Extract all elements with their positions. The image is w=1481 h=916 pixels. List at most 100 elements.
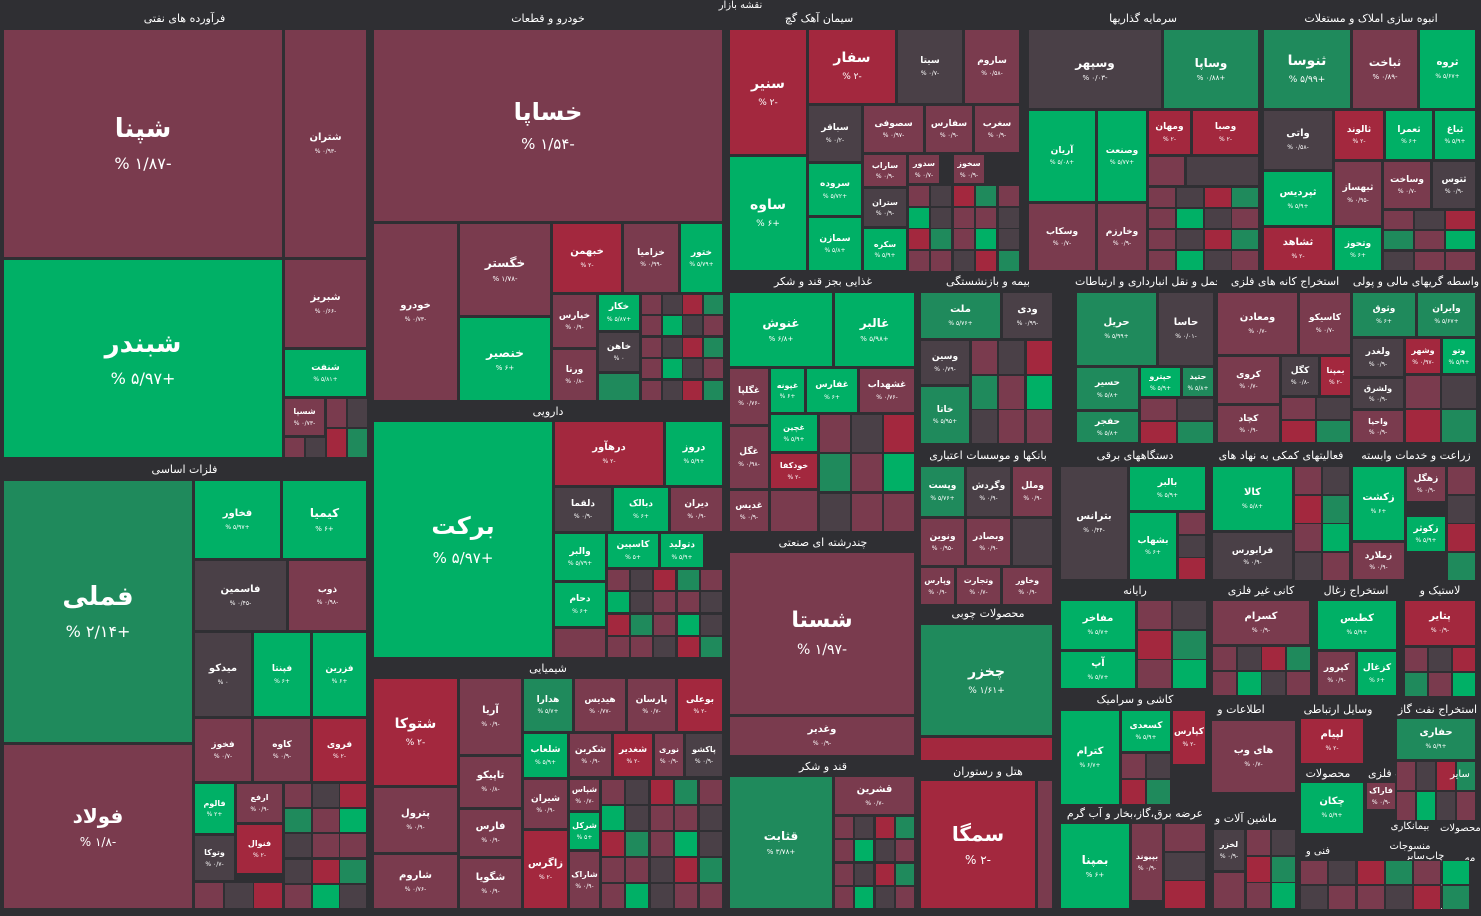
stock-tile[interactable]: وبصادر -۰/۹ %	[966, 518, 1011, 566]
stock-tile[interactable]: ثالوند -۲ %	[1334, 110, 1384, 160]
stock-tile[interactable]: شغدیر -۲ %	[613, 733, 653, 777]
stock-tile[interactable]	[682, 358, 703, 379]
stock-tile[interactable]	[284, 859, 312, 884]
stock-tile[interactable]	[1383, 230, 1414, 250]
stock-tile[interactable]	[834, 839, 854, 862]
stock-tile[interactable]: وشهر -۰/۹۷ %	[1405, 338, 1441, 374]
stock-tile[interactable]	[930, 228, 952, 250]
stock-tile[interactable]	[1148, 208, 1176, 229]
stock-tile[interactable]	[650, 857, 674, 883]
stock-tile[interactable]	[677, 614, 700, 636]
stock-tile[interactable]	[908, 207, 930, 229]
stock-tile[interactable]	[1261, 671, 1286, 696]
stock-tile[interactable]	[1396, 761, 1416, 791]
stock-tile[interactable]	[1137, 600, 1172, 630]
stock-tile[interactable]	[312, 783, 340, 808]
stock-tile[interactable]	[700, 569, 723, 591]
stock-tile[interactable]: بالبر +۵/۹ %	[1129, 466, 1206, 511]
stock-tile[interactable]: سنیر -۲ %	[729, 29, 807, 155]
stock-tile[interactable]	[1148, 187, 1176, 208]
stock-tile[interactable]: فرابورس -۰/۹ %	[1212, 532, 1293, 580]
stock-tile[interactable]	[601, 831, 625, 857]
stock-tile[interactable]	[1294, 523, 1322, 552]
stock-tile[interactable]	[699, 805, 723, 831]
stock-tile[interactable]: سمگا -۲ %	[920, 780, 1036, 909]
stock-tile[interactable]: فنوال -۲ %	[236, 824, 283, 874]
stock-tile[interactable]	[653, 636, 676, 658]
stock-tile[interactable]: بمپنا +۶ %	[1060, 823, 1130, 909]
stock-tile[interactable]: وپست +۵/۷۶ %	[920, 466, 965, 517]
stock-tile[interactable]	[875, 863, 895, 886]
stock-tile[interactable]	[703, 315, 724, 336]
stock-tile[interactable]	[854, 886, 874, 909]
stock-tile[interactable]	[1447, 523, 1476, 552]
stock-tile[interactable]: ومعادن -۰/۷ %	[1217, 292, 1298, 355]
stock-tile[interactable]: سفارس -۰/۹ %	[925, 105, 973, 153]
stock-tile[interactable]: زکوثر +۵/۹ %	[1406, 516, 1446, 552]
stock-tile[interactable]	[1413, 885, 1441, 910]
stock-tile[interactable]	[1322, 495, 1350, 524]
stock-tile[interactable]: نوری -۰/۹ %	[654, 733, 684, 777]
stock-tile[interactable]: ثنوسا +۵/۹۹ %	[1263, 29, 1351, 109]
stock-tile[interactable]: وساخت -۰/۷ %	[1383, 161, 1431, 209]
stock-tile[interactable]	[1428, 647, 1452, 672]
stock-tile[interactable]	[601, 779, 625, 805]
stock-tile[interactable]	[1178, 512, 1206, 535]
stock-tile[interactable]: ارفع -۰/۹ %	[236, 783, 283, 823]
stock-tile[interactable]	[975, 250, 997, 272]
stock-tile[interactable]: واتی -۰/۵۸ %	[1263, 110, 1333, 170]
stock-tile[interactable]	[1405, 409, 1441, 443]
stock-tile[interactable]	[662, 294, 683, 315]
stock-tile[interactable]	[1442, 885, 1470, 910]
stock-tile[interactable]	[699, 779, 723, 805]
stock-tile[interactable]	[1246, 882, 1271, 909]
stock-tile[interactable]: فالوم +۲ %	[194, 783, 235, 834]
stock-tile[interactable]	[1456, 791, 1476, 821]
stock-tile[interactable]	[312, 808, 340, 833]
stock-tile[interactable]	[1442, 860, 1470, 885]
stock-tile[interactable]: ولشرق -۰/۹ %	[1352, 378, 1404, 409]
stock-tile[interactable]: دیران -۰/۹ %	[670, 487, 723, 532]
stock-tile[interactable]	[326, 398, 347, 428]
stock-tile[interactable]	[1164, 823, 1206, 852]
stock-tile[interactable]	[953, 185, 975, 207]
stock-tile[interactable]	[895, 886, 915, 909]
stock-tile[interactable]	[305, 437, 326, 458]
stock-tile[interactable]	[854, 816, 874, 839]
stock-tile[interactable]	[1414, 251, 1445, 271]
stock-tile[interactable]: غشهداب -۰/۷۶ %	[859, 368, 915, 413]
stock-tile[interactable]	[975, 185, 997, 207]
stock-tile[interactable]	[700, 614, 723, 636]
stock-tile[interactable]: کچاد -۰/۹ %	[1217, 405, 1280, 443]
stock-tile[interactable]: شتوکا -۲ %	[373, 678, 458, 786]
stock-tile[interactable]	[908, 185, 930, 207]
stock-tile[interactable]	[682, 380, 703, 401]
stock-tile[interactable]: ولغدر -۰/۹ %	[1352, 338, 1404, 377]
stock-tile[interactable]: والبر +۵/۷۹ %	[554, 533, 606, 581]
stock-tile[interactable]	[1237, 646, 1262, 671]
stock-tile[interactable]	[650, 831, 674, 857]
stock-tile[interactable]	[1328, 860, 1356, 885]
stock-tile[interactable]: وایران +۵/۶۷ %	[1417, 292, 1476, 337]
stock-tile[interactable]	[1385, 885, 1413, 910]
stock-tile[interactable]	[1357, 885, 1385, 910]
stock-tile[interactable]: حتید +۵/۸ %	[1182, 367, 1214, 397]
stock-tile[interactable]	[1383, 251, 1414, 271]
stock-tile[interactable]	[1357, 860, 1385, 885]
stock-tile[interactable]	[662, 358, 683, 379]
stock-tile[interactable]	[339, 833, 367, 858]
stock-tile[interactable]: فخاور +۵/۹۷ %	[194, 480, 281, 559]
stock-tile[interactable]	[1294, 495, 1322, 524]
stock-tile[interactable]	[700, 591, 723, 613]
stock-tile[interactable]	[971, 340, 998, 375]
stock-tile[interactable]: پتایر -۰/۹ %	[1404, 600, 1476, 646]
stock-tile[interactable]	[953, 228, 975, 250]
stock-tile[interactable]: حفاری +۵/۹ %	[1396, 718, 1476, 760]
stock-tile[interactable]	[1246, 829, 1271, 856]
stock-tile[interactable]: سروده +۵/۷۲ %	[808, 163, 862, 216]
stock-tile[interactable]: حریل +۵/۹۹ %	[1076, 292, 1157, 366]
stock-tile[interactable]	[662, 337, 683, 358]
stock-tile[interactable]	[920, 737, 1053, 761]
stock-tile[interactable]: وتجارت -۰/۷ %	[956, 567, 1001, 605]
stock-tile[interactable]	[883, 414, 915, 453]
